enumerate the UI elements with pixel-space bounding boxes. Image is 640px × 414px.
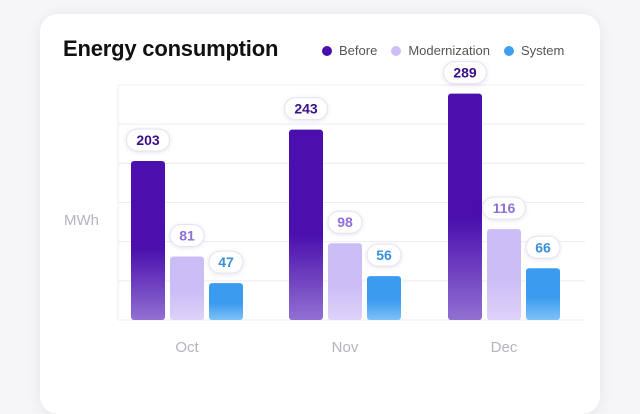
data-label-bubble: [482, 196, 526, 220]
x-tick-label-dec: Dec: [491, 339, 518, 356]
bar-system-oct[interactable]: [209, 283, 243, 320]
data-label-modernization-nov: 98: [337, 214, 353, 230]
x-tick-label-oct: Oct: [175, 339, 199, 356]
data-label-bubble: [443, 61, 487, 85]
data-label-before-oct: 203: [136, 132, 160, 148]
data-label-modernization-oct: 81: [179, 228, 195, 244]
bar-modernization-dec[interactable]: [487, 229, 521, 320]
data-label-bubble: [284, 97, 328, 121]
legend-item-before[interactable]: Before: [322, 43, 377, 58]
x-ticks: Oct Nov Dec: [175, 339, 518, 356]
data-label-system-nov: 56: [376, 247, 392, 263]
data-label-system-dec: 66: [535, 239, 551, 255]
data-label-system-oct: 47: [218, 254, 234, 270]
chart-title: Energy consumption: [63, 36, 279, 61]
data-label-before-nov: 243: [294, 101, 318, 117]
legend-label-modernization: Modernization: [408, 43, 490, 58]
bar-system-nov[interactable]: [367, 276, 401, 320]
bar-before-oct[interactable]: [131, 160, 165, 320]
bar-system-dec[interactable]: [526, 268, 560, 320]
data-label-bubble: [366, 243, 402, 267]
data-label-bubble: [126, 128, 170, 152]
bar-chart: 203 81 47 243 98 56 289 116 66 Oct Nov Dec: [117, 61, 585, 356]
data-label-bubble: [327, 210, 363, 234]
legend-dot-before: [322, 45, 332, 56]
bar-before-nov[interactable]: [289, 129, 323, 320]
data-labels: 203 81 47 243 98 56 289 116 66: [126, 61, 561, 274]
legend-label-before: Before: [339, 43, 378, 58]
legend-dot-modernization: [391, 45, 402, 56]
data-label-bubble: [208, 250, 244, 274]
legend-dot-system: [503, 45, 514, 56]
bar-modernization-nov[interactable]: [328, 243, 362, 320]
legend-item-modernization[interactable]: Modernization: [391, 43, 490, 58]
data-label-modernization-dec: 116: [493, 200, 516, 216]
data-label-bubble: [169, 224, 205, 248]
bar-modernization-oct[interactable]: [170, 256, 204, 320]
data-label-before-dec: 289: [453, 65, 477, 81]
x-tick-label-nov: Nov: [332, 339, 359, 356]
legend: Before Modernization System: [322, 43, 578, 58]
legend-label-system: System: [520, 43, 565, 58]
y-axis-label: MWh: [64, 212, 99, 229]
bar-before-dec[interactable]: [448, 93, 482, 320]
data-label-bubble: [525, 235, 561, 259]
bars: [131, 93, 560, 320]
legend-item-system[interactable]: System: [503, 43, 565, 58]
